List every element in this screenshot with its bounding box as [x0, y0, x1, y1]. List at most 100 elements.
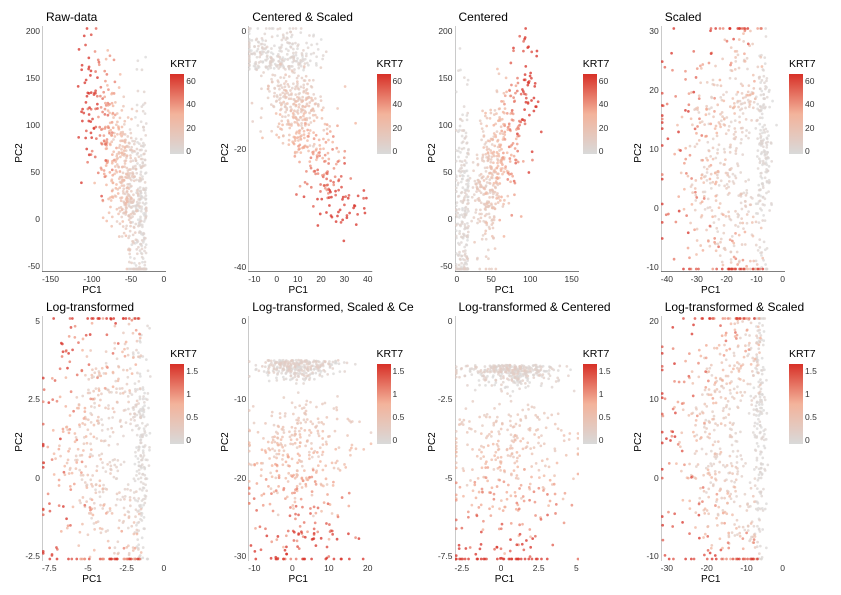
- panel-scaled: ScaledPC2PC13020100-10-40-30-20-100KRT76…: [627, 8, 833, 298]
- legend-gradient-bar: [377, 74, 391, 154]
- x-tick-label: 5: [574, 563, 579, 573]
- x-ticks: -1001020: [248, 563, 372, 573]
- panel-grid: Raw-dataPC2PC1200150100500-50-150-100-50…: [8, 8, 833, 587]
- color-legend: KRT71.510.50: [168, 298, 214, 588]
- legend-title: KRT7: [583, 58, 610, 70]
- x-axis-label: PC1: [82, 285, 101, 296]
- legend-tick-label: 20: [186, 123, 195, 133]
- y-tick-label: 0: [431, 214, 453, 224]
- plot-wrap: Log-transformedPC2PC152.50-2.5-7.5-5-2.5…: [8, 298, 168, 588]
- legend-tick-label: 1.5: [393, 366, 405, 376]
- y-tick-label: 0: [18, 214, 40, 224]
- plot-wrap: Log-transformed, Scaled & CePC2PC10-10-2…: [214, 298, 374, 588]
- y-tick-label: 10: [637, 394, 659, 404]
- legend-title: KRT7: [170, 348, 197, 360]
- y-tick-label: 0: [637, 203, 659, 213]
- x-tick-label: -10: [750, 274, 762, 284]
- legend-tick-label: 60: [186, 76, 195, 86]
- legend-tick-label: 0.5: [186, 412, 198, 422]
- x-ticks: -10010203040: [248, 274, 372, 284]
- color-legend: KRT76040200: [581, 8, 627, 298]
- x-tick-label: 0: [162, 563, 167, 573]
- y-tick-label: -30: [224, 551, 246, 561]
- legend-tick-label: 0: [599, 435, 611, 445]
- color-legend: KRT76040200: [168, 8, 214, 298]
- y-tick-label: -2.5: [18, 551, 40, 561]
- legend-tick-label: 20: [393, 123, 402, 133]
- legend-gradient-bar: [170, 364, 184, 444]
- legend-tick-label: 1: [186, 389, 198, 399]
- y-tick-label: 200: [431, 26, 453, 36]
- plot-wrap: Centered & ScaledPC2PC10-20-40-100102030…: [214, 8, 374, 298]
- plot-wrap: CenteredPC2PC1200150100500-50050100150: [421, 8, 581, 298]
- y-ticks: 0-2.5-5-7.5: [431, 316, 453, 562]
- x-tick-label: -30: [661, 563, 673, 573]
- y-tick-label: -40: [224, 262, 246, 272]
- legend-title: KRT7: [170, 58, 197, 70]
- panel-title: Log-transformed: [46, 300, 134, 314]
- scatter-plot: [248, 26, 372, 272]
- legend-title: KRT7: [789, 58, 816, 70]
- x-tick-label: 0: [274, 274, 279, 284]
- y-ticks: 52.50-2.5: [18, 316, 40, 562]
- legend-ticks: 6040200: [186, 76, 195, 156]
- legend-tick-label: 0: [393, 435, 405, 445]
- y-tick-label: -50: [18, 261, 40, 271]
- y-tick-label: -20: [224, 144, 246, 154]
- x-tick-label: 2.5: [533, 563, 545, 573]
- color-legend: KRT76040200: [375, 8, 421, 298]
- x-ticks: -7.5-5-2.50: [42, 563, 166, 573]
- x-tick-label: -5: [84, 563, 92, 573]
- y-tick-label: -10: [224, 394, 246, 404]
- legend-tick-label: 20: [599, 123, 608, 133]
- legend-gradient-bar: [377, 364, 391, 444]
- x-ticks: -150-100-500: [42, 274, 166, 284]
- panel-log_sc_ce: Log-transformed, Scaled & CePC2PC10-10-2…: [214, 298, 420, 588]
- x-tick-label: -20: [721, 274, 733, 284]
- y-tick-label: 0: [637, 473, 659, 483]
- y-tick-label: 0: [224, 316, 246, 326]
- legend-tick-label: 0: [805, 146, 814, 156]
- y-tick-label: 50: [431, 167, 453, 177]
- legend-title: KRT7: [583, 348, 610, 360]
- panel-title: Raw-data: [46, 10, 97, 24]
- scatter-plot: [661, 26, 785, 272]
- x-tick-label: 40: [363, 274, 372, 284]
- y-tick-label: 150: [18, 73, 40, 83]
- legend-tick-label: 1: [805, 389, 817, 399]
- legend-ticks: 1.510.50: [805, 366, 817, 446]
- x-tick-label: 0: [455, 274, 460, 284]
- y-tick-label: 0: [431, 316, 453, 326]
- x-axis-label: PC1: [289, 574, 308, 585]
- x-tick-label: -20: [701, 563, 713, 573]
- legend-tick-label: 1.5: [599, 366, 611, 376]
- legend-tick-label: 1: [599, 389, 611, 399]
- panel-title: Scaled: [665, 10, 702, 24]
- panel-title: Log-transformed & Scaled: [665, 300, 804, 314]
- scatter-plot: [248, 316, 372, 562]
- y-ticks: 0-20-40: [224, 26, 246, 272]
- x-axis-label: PC1: [289, 285, 308, 296]
- scatter-plot: [455, 26, 579, 272]
- color-legend: KRT7 1.510.50: [787, 298, 833, 588]
- legend-ticks: 6040200: [805, 76, 814, 156]
- legend-tick-label: 0.5: [599, 412, 611, 422]
- x-tick-label: -30: [691, 274, 703, 284]
- x-tick-label: -10: [740, 563, 752, 573]
- y-tick-label: 2.5: [18, 394, 40, 404]
- x-tick-label: 150: [565, 274, 579, 284]
- legend-title: KRT7: [377, 58, 404, 70]
- x-ticks: -2.502.55: [455, 563, 579, 573]
- legend-title: KRT7: [377, 348, 404, 360]
- x-tick-label: 0: [780, 274, 785, 284]
- scatter-plot: [455, 316, 579, 562]
- legend-title: KRT7: [789, 348, 816, 360]
- legend-tick-label: 1: [393, 389, 405, 399]
- x-tick-label: -50: [125, 274, 137, 284]
- legend-tick-label: 40: [186, 99, 195, 109]
- x-ticks: -40-30-20-100: [661, 274, 785, 284]
- legend-gradient-bar: [583, 74, 597, 154]
- y-tick-label: -20: [224, 473, 246, 483]
- panel-centered: CenteredPC2PC1200150100500-50050100150KR…: [421, 8, 627, 298]
- x-tick-label: 0: [780, 563, 785, 573]
